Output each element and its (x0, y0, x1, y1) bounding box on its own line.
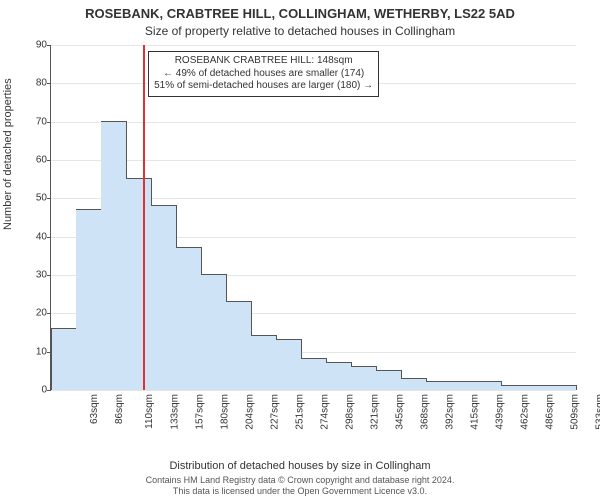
x-tick-label: 462sqm (519, 394, 530, 430)
x-tick-label: 274sqm (319, 394, 330, 430)
histogram-bar (201, 274, 227, 390)
gridline (51, 390, 576, 391)
x-tick-label: 486sqm (544, 394, 555, 430)
histogram-bar (101, 121, 127, 390)
chart-subtitle: Size of property relative to detached ho… (0, 24, 600, 38)
histogram-bar (501, 385, 527, 390)
x-tick-label: 133sqm (169, 394, 180, 430)
footer-line-1: Contains HM Land Registry data © Crown c… (0, 475, 600, 485)
y-tick-label: 50 (36, 193, 51, 204)
histogram-bar (51, 328, 78, 390)
histogram-bar (376, 370, 402, 390)
x-tick-label: 415sqm (469, 394, 480, 430)
x-tick-label: 368sqm (419, 394, 430, 430)
y-tick-label: 70 (36, 116, 51, 127)
histogram-bar (151, 205, 177, 390)
histogram-bar (351, 366, 377, 390)
footer-line-2: This data is licensed under the Open Gov… (0, 486, 600, 496)
histogram-bar (401, 378, 427, 391)
gridline (51, 45, 576, 46)
y-tick-label: 20 (36, 308, 51, 319)
histogram-bar (301, 358, 327, 390)
chart-title: ROSEBANK, CRABTREE HILL, COLLINGHAM, WET… (0, 6, 600, 21)
reference-line (143, 45, 145, 390)
x-tick-label: 251sqm (294, 394, 305, 430)
x-tick-label: 298sqm (344, 394, 355, 430)
x-tick-label: 86sqm (114, 394, 125, 424)
histogram-bar (451, 381, 477, 390)
x-tick-label: 509sqm (569, 394, 580, 430)
x-tick-label: 345sqm (394, 394, 405, 430)
x-tick-label: 204sqm (244, 394, 255, 430)
histogram-bar (76, 209, 102, 390)
x-tick-label: 227sqm (269, 394, 280, 430)
y-tick-label: 60 (36, 155, 51, 166)
annotation-line-2: ← 49% of detached houses are smaller (17… (154, 68, 373, 81)
histogram-bar (176, 247, 202, 390)
x-tick-label: 392sqm (444, 394, 455, 430)
histogram-bar (326, 362, 352, 390)
x-tick-label: 110sqm (143, 394, 154, 429)
y-tick-label: 30 (36, 270, 51, 281)
histogram-bar (126, 178, 152, 390)
annotation-line-3: 51% of semi-detached houses are larger (… (154, 80, 373, 93)
chart-footer: Contains HM Land Registry data © Crown c… (0, 475, 600, 496)
y-axis-label: Number of detached properties (2, 78, 14, 230)
gridline (51, 160, 576, 161)
annotation-line-1: ROSEBANK CRABTREE HILL: 148sqm (154, 55, 373, 68)
histogram-bar (426, 381, 452, 390)
x-tick-label: 533sqm (594, 394, 600, 430)
x-tick-label: 180sqm (219, 394, 230, 430)
y-tick-label: 0 (41, 385, 51, 396)
property-size-histogram: ROSEBANK, CRABTREE HILL, COLLINGHAM, WET… (0, 0, 600, 500)
x-tick-label: 321sqm (369, 394, 380, 430)
gridline (51, 122, 576, 123)
x-tick-label: 63sqm (89, 394, 100, 424)
histogram-bar (551, 385, 577, 390)
plot-area: 010203040506070809063sqm86sqm110sqm133sq… (50, 45, 576, 391)
y-tick-label: 40 (36, 231, 51, 242)
y-tick-label: 10 (36, 346, 51, 357)
histogram-bar (251, 335, 277, 390)
y-tick-label: 80 (36, 78, 51, 89)
x-tick-label: 439sqm (494, 394, 505, 430)
y-tick-label: 90 (36, 40, 51, 51)
x-axis-label: Distribution of detached houses by size … (0, 460, 600, 472)
histogram-bar (226, 301, 252, 390)
histogram-bar (476, 381, 502, 390)
x-tick-label: 157sqm (194, 394, 205, 430)
annotation-box: ROSEBANK CRABTREE HILL: 148sqm ← 49% of … (148, 51, 379, 97)
histogram-bar (526, 385, 552, 390)
histogram-bar (276, 339, 302, 390)
